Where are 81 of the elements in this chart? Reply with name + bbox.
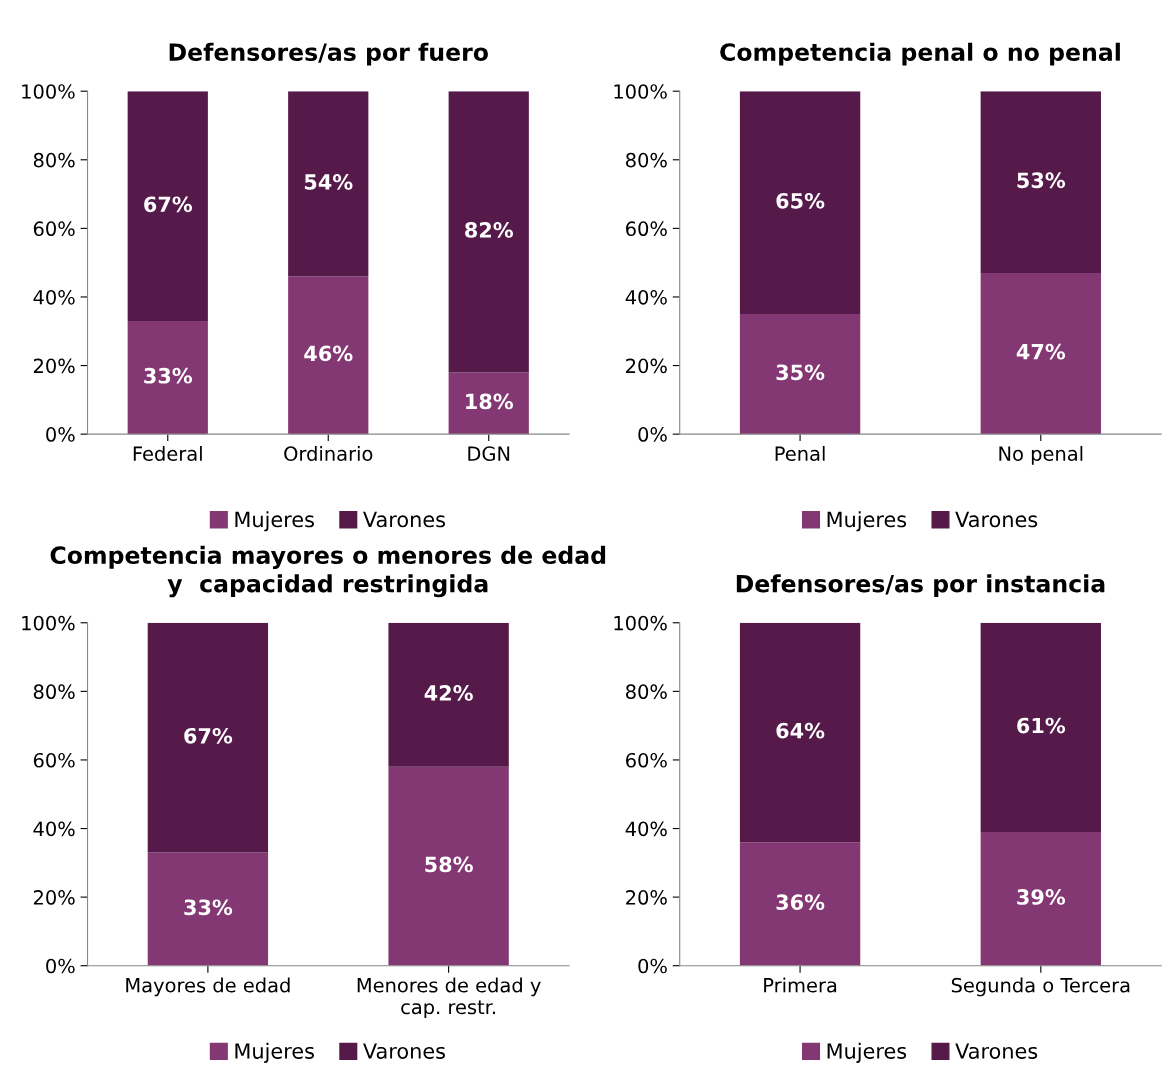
y-tick-label: 100% <box>614 84 667 99</box>
data-label: 36% <box>776 894 825 911</box>
y-tick-label: 40% <box>625 289 667 305</box>
data-label: 33% <box>184 899 233 916</box>
y-tick-label: 100% <box>22 615 75 631</box>
bar <box>448 91 529 373</box>
legend-label: Varones <box>363 1043 445 1059</box>
y-tick-label: 80% <box>626 152 667 168</box>
chart-title: Defensores/as por fuero <box>169 42 488 66</box>
data-label: 65% <box>776 192 825 209</box>
y-tick-label: 60% <box>626 752 667 768</box>
data-label: 33% <box>144 367 193 384</box>
data-label: 67% <box>184 727 233 744</box>
y-tick-label: 80% <box>33 152 75 168</box>
x-tick-label: Penal <box>775 445 825 461</box>
chart-title: Defensores/as por instancia <box>736 574 1105 598</box>
y-tick-label: 20% <box>626 890 667 905</box>
y-tick-label: 40% <box>625 821 667 837</box>
x-tick-label: No penal <box>999 445 1083 465</box>
legend-label: Mujeres <box>827 1042 907 1063</box>
x-tick-label: DGN <box>468 446 510 461</box>
bar <box>127 91 208 321</box>
legend-label: Varones <box>955 1043 1038 1059</box>
bar <box>127 320 208 435</box>
bar <box>448 372 529 435</box>
y-tick-label: 40% <box>33 289 75 305</box>
y-tick-label: 20% <box>33 358 75 374</box>
y-tick-label: 80% <box>33 684 75 700</box>
bar <box>388 622 509 767</box>
bar <box>980 91 1101 273</box>
chart-title: Competencia mayores o menores de edad y capacidad restringida <box>50 545 606 598</box>
y-tick-label: 100% <box>614 615 667 631</box>
x-tick-label: Menores de edad y cap. restr. <box>357 977 541 1019</box>
data-label: 54% <box>304 174 353 190</box>
data-label: 39% <box>1017 889 1066 905</box>
bar <box>739 622 861 843</box>
y-tick-label: 80% <box>626 684 667 700</box>
bar <box>288 276 369 435</box>
data-label: 42% <box>424 685 473 701</box>
y-tick-label: 40% <box>33 821 75 837</box>
y-tick-label: 20% <box>626 358 667 374</box>
y-tick-label: 0% <box>638 427 667 442</box>
x-tick-label: Mayores de edad <box>126 977 290 997</box>
legend-label: Mujeres <box>827 511 907 532</box>
y-tick-label: 100% <box>22 84 75 99</box>
y-tick-label: 60% <box>626 221 667 237</box>
x-tick-label: Primera <box>764 977 837 993</box>
bar <box>388 766 509 966</box>
data-label: 35% <box>776 364 825 381</box>
bar <box>980 622 1101 832</box>
data-label: 53% <box>1017 172 1066 189</box>
chart-title: Competencia penal o no penal <box>720 42 1120 66</box>
legend-label: Mujeres <box>235 1042 314 1063</box>
y-tick-label: 0% <box>46 958 75 974</box>
y-tick-label: 0% <box>638 958 667 974</box>
y-tick-label: 0% <box>46 427 75 442</box>
data-label: 18% <box>466 393 514 410</box>
legend-label: Varones <box>955 511 1038 528</box>
legend-label: Varones <box>363 511 445 528</box>
bar <box>288 91 369 277</box>
data-label: 61% <box>1017 717 1066 734</box>
x-tick-label: Segunda o Tercera <box>951 977 1130 997</box>
y-tick-label: 60% <box>33 221 75 237</box>
x-tick-label: Federal <box>133 445 202 461</box>
y-tick-label: 60% <box>33 752 75 768</box>
data-label: 47% <box>1016 343 1066 360</box>
bar <box>739 91 861 315</box>
bar <box>980 272 1101 435</box>
data-label: 82% <box>465 222 514 238</box>
data-label: 64% <box>776 722 825 739</box>
data-label: 67% <box>144 196 193 213</box>
y-tick-label: 20% <box>33 890 75 905</box>
bar <box>980 831 1101 966</box>
bar <box>147 622 269 853</box>
data-label: 46% <box>304 345 353 362</box>
bar <box>147 852 269 966</box>
x-tick-label: Ordinario <box>284 445 373 461</box>
data-label: 58% <box>425 856 473 873</box>
bar <box>739 842 861 966</box>
legend-label: Mujeres <box>235 511 314 532</box>
bar <box>739 314 861 435</box>
